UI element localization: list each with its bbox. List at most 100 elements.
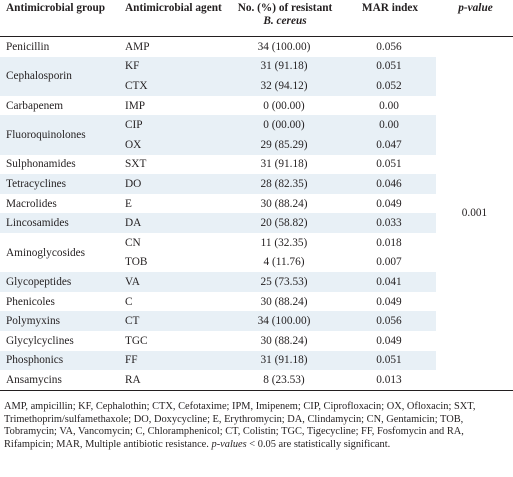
table-footnote: AMP, ampicillin; KF, Cephalothin; CTX, C… bbox=[4, 401, 509, 451]
table-row: Phenicoles C 30 (88.24) 0.049 bbox=[0, 292, 513, 312]
cell-group: Ansamycins bbox=[0, 370, 119, 391]
cell-resistant: 34 (100.00) bbox=[257, 40, 311, 53]
cell-agent: IMP bbox=[125, 99, 146, 112]
cell-agent: OX bbox=[119, 134, 226, 155]
cell-mar: 0.047 bbox=[342, 134, 436, 155]
cell-agent: TOB bbox=[125, 256, 148, 269]
table-row: TOB 4 (11.76) 0.007 bbox=[0, 253, 513, 273]
table-row: Penicillin AMP 34 (100.00) 0.056 0.001 bbox=[0, 36, 513, 391]
cell-resistant: 32 (94.12) bbox=[226, 76, 342, 96]
cell-agent: RA bbox=[119, 370, 226, 391]
table-row: Sulphonamides SXT 31 (91.18) 0.051 bbox=[0, 155, 513, 175]
header-resistant: No. (%) of resistant B. cereus bbox=[226, 0, 342, 37]
table-row: Phosphonics FF 31 (91.18) 0.051 bbox=[0, 350, 513, 371]
cell-group: Tetracyclines bbox=[0, 174, 119, 194]
cell-mar: 0.007 bbox=[376, 256, 402, 269]
cell-resistant: 0 (00.00) bbox=[263, 99, 305, 112]
cell-agent: KF bbox=[119, 56, 226, 77]
table-body: Penicillin AMP 34 (100.00) 0.056 0.001 Cephal… bbox=[0, 36, 513, 391]
cell-agent: E bbox=[125, 197, 132, 210]
cell-resistant: 31 (91.18) bbox=[260, 158, 308, 171]
table-row: Fluoroquinolones CIP 0 (00.00) 0.00 bbox=[0, 115, 513, 155]
resistance-table: Antimicrobial group Antimicrobial agent … bbox=[0, 0, 513, 391]
cell-group: Carbapenem bbox=[6, 99, 64, 112]
cell-resistant: 30 (88.24) bbox=[260, 334, 308, 347]
cell-agent: FF bbox=[119, 350, 226, 371]
cell-resistant: 11 (32.35) bbox=[260, 236, 308, 249]
table-row: Glycylcyclines TGC 30 (88.24) 0.049 bbox=[0, 331, 513, 351]
table-row: OX 29 (85.29) 0.047 bbox=[0, 134, 513, 155]
footnote-abbreviations: AMP, ampicillin; KF, Cephalothin; CTX, C… bbox=[4, 401, 476, 450]
cell-mar: 0.051 bbox=[342, 350, 436, 371]
cell-mar: 0.033 bbox=[342, 213, 436, 233]
cell-group: Glycopeptides bbox=[0, 272, 119, 292]
cell-group: Cephalosporin bbox=[0, 56, 119, 96]
cell-agent: CIP bbox=[119, 115, 226, 135]
cell-resistant: 28 (82.35) bbox=[226, 174, 342, 194]
cell-group: Aminoglycosides bbox=[6, 246, 86, 259]
cell-resistant: 4 (11.76) bbox=[263, 256, 305, 269]
table-row: Glycopeptides VA 25 (73.53) 0.041 bbox=[0, 272, 513, 292]
cell-resistant: 0 (00.00) bbox=[226, 115, 342, 135]
cell-group: Macrolides bbox=[6, 197, 57, 210]
header-mar: MAR index bbox=[342, 0, 436, 37]
cell-agent: TGC bbox=[125, 334, 148, 347]
header-agent: Antimicrobial agent bbox=[119, 0, 226, 37]
table-row: Cephalosporin KF 31 (91.18) 0.051 bbox=[0, 56, 513, 96]
cell-group: Sulphonamides bbox=[6, 158, 76, 171]
cell-mar: 0.051 bbox=[376, 158, 402, 171]
header-resistant-species: B. cereus bbox=[263, 15, 307, 27]
table-row: Tetracyclines DO 28 (82.35) 0.046 bbox=[0, 174, 513, 194]
cell-mar: 0.052 bbox=[342, 76, 436, 96]
cell-pvalue: 0.001 bbox=[436, 36, 513, 391]
footnote-p-term: p-values bbox=[211, 438, 247, 450]
cell-resistant: 30 (88.24) bbox=[260, 197, 308, 210]
header-group: Antimicrobial group bbox=[0, 0, 119, 37]
cell-mar: 0.046 bbox=[342, 174, 436, 194]
table-row: Carbapenem IMP 0 (00.00) 0.00 bbox=[0, 96, 513, 116]
cell-group: Phenicoles bbox=[6, 295, 55, 308]
table-row: Aminoglycosides CN 11 (32.35) 0.018 bbox=[0, 233, 513, 259]
cell-resistant: 20 (58.82) bbox=[226, 213, 342, 233]
cell-mar: 0.049 bbox=[376, 295, 402, 308]
cell-agent: CN bbox=[125, 236, 141, 249]
cell-mar: 0.041 bbox=[342, 272, 436, 292]
header-pvalue: p-value bbox=[436, 0, 513, 37]
cell-agent: CTX bbox=[119, 76, 226, 96]
cell-resistant: 30 (88.24) bbox=[260, 295, 308, 308]
cell-group: Penicillin bbox=[6, 40, 50, 53]
cell-group: Glycylcyclines bbox=[6, 334, 74, 347]
cell-resistant: 29 (85.29) bbox=[226, 134, 342, 155]
table-header: Antimicrobial group Antimicrobial agent … bbox=[0, 0, 513, 37]
cell-agent: C bbox=[125, 295, 133, 308]
cell-group: Phosphonics bbox=[0, 350, 119, 371]
cell-agent: DO bbox=[119, 174, 226, 194]
cell-agent: CT bbox=[119, 311, 226, 331]
cell-mar: 0.056 bbox=[376, 40, 402, 53]
cell-mar: 0.018 bbox=[376, 236, 402, 249]
cell-resistant: 31 (91.18) bbox=[226, 56, 342, 77]
cell-resistant: 8 (23.53) bbox=[226, 370, 342, 391]
footnote-p-rest: < 0.05 are statistically significant. bbox=[246, 438, 391, 450]
cell-resistant: 34 (100.00) bbox=[226, 311, 342, 331]
cell-mar: 0.049 bbox=[376, 197, 402, 210]
cell-group: Lincosamides bbox=[0, 213, 119, 233]
cell-group: Fluoroquinolones bbox=[0, 115, 119, 155]
cell-mar: 0.013 bbox=[342, 370, 436, 391]
cell-resistant: 25 (73.53) bbox=[226, 272, 342, 292]
cell-mar: 0.051 bbox=[342, 56, 436, 77]
cell-mar: 0.00 bbox=[342, 115, 436, 135]
cell-agent: SXT bbox=[125, 158, 147, 171]
cell-mar: 0.049 bbox=[376, 334, 402, 347]
cell-resistant: 31 (91.18) bbox=[226, 350, 342, 371]
cell-mar: 0.056 bbox=[342, 311, 436, 331]
cell-mar: 0.00 bbox=[379, 99, 399, 112]
header-resistant-prefix: No. (%) of resistant bbox=[237, 2, 333, 14]
table-row: Ansamycins RA 8 (23.53) 0.013 bbox=[0, 370, 513, 391]
table-row: Macrolides E 30 (88.24) 0.049 bbox=[0, 194, 513, 214]
table-row: Lincosamides DA 20 (58.82) 0.033 bbox=[0, 213, 513, 233]
cell-agent: VA bbox=[119, 272, 226, 292]
table-row: CTX 32 (94.12) 0.052 bbox=[0, 76, 513, 96]
cell-agent: AMP bbox=[125, 40, 150, 53]
